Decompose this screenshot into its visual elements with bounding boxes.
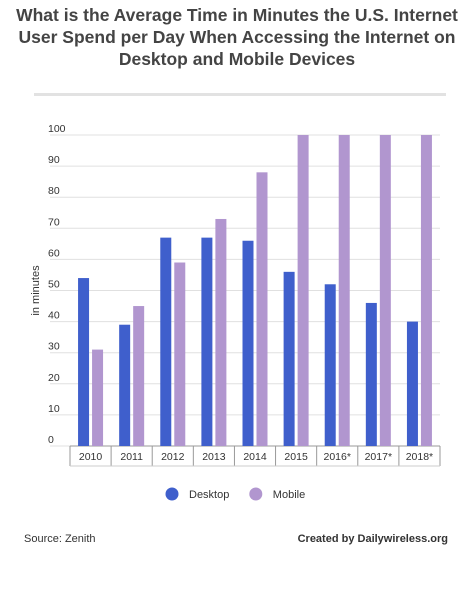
x-tick-label: 2011 <box>120 451 143 463</box>
y-tick-label: 70 <box>48 216 60 228</box>
bar-desktop-2015 <box>283 271 295 446</box>
bar-chart: 0 10 20 30 40 50 60 70 80 90 100 in minutes 2010 2011… <box>30 123 441 501</box>
bar-mobile-2012 <box>174 262 186 446</box>
chart-title: What is the Average Time in Minutes the … <box>16 5 458 69</box>
bar-desktop-2016 <box>324 284 336 446</box>
bar-desktop-2011 <box>119 324 131 446</box>
y-tick-label: 60 <box>48 247 60 259</box>
bar-desktop-2010 <box>78 278 90 446</box>
y-tick-label: 0 <box>48 434 54 446</box>
credit-note: Created by Dailywireless.org <box>297 533 448 545</box>
bar-mobile-2018 <box>420 135 432 446</box>
x-tick-label: 2014 <box>243 451 267 463</box>
bar-desktop-2018 <box>406 321 418 446</box>
bar-desktop-2012 <box>160 237 172 446</box>
y-tick-label: 30 <box>48 341 60 353</box>
bar-mobile-2017 <box>379 135 391 446</box>
y-tick-label: 50 <box>48 279 60 291</box>
bar-desktop-2014 <box>242 240 254 446</box>
x-tick-label: 2010 <box>79 451 103 463</box>
y-tick-label: 20 <box>48 372 60 384</box>
legend-marker-mobile <box>249 487 263 501</box>
legend-marker-desktop <box>165 487 179 501</box>
y-tick-label: 80 <box>48 185 60 197</box>
y-tick-label: 90 <box>48 154 60 166</box>
bar-mobile-2010 <box>92 349 104 446</box>
source-note: Source: Zenith <box>24 533 96 545</box>
y-tick-label: 100 <box>48 123 66 135</box>
y-tick-label: 40 <box>48 310 60 322</box>
bar-mobile-2014 <box>256 172 268 446</box>
legend-label-desktop: Desktop <box>189 489 229 501</box>
x-tick-label: 2013 <box>202 451 226 463</box>
x-tick-label: 2015 <box>284 451 308 463</box>
bar-desktop-2017 <box>365 302 377 446</box>
title-divider <box>34 93 446 96</box>
bar-mobile-2016 <box>338 135 350 446</box>
y-tick-label: 10 <box>48 403 60 415</box>
bar-mobile-2011 <box>133 306 145 446</box>
x-tick-label: 2016* <box>323 451 350 463</box>
x-tick-label: 2017* <box>365 451 392 463</box>
x-tick-label: 2012 <box>161 451 185 463</box>
bar-mobile-2015 <box>297 135 309 446</box>
x-tick-label: 2018* <box>406 451 433 463</box>
legend-label-mobile: Mobile <box>273 489 305 501</box>
y-axis-label: in minutes <box>30 265 42 316</box>
bar-desktop-2013 <box>201 237 213 446</box>
bar-mobile-2013 <box>215 218 227 446</box>
